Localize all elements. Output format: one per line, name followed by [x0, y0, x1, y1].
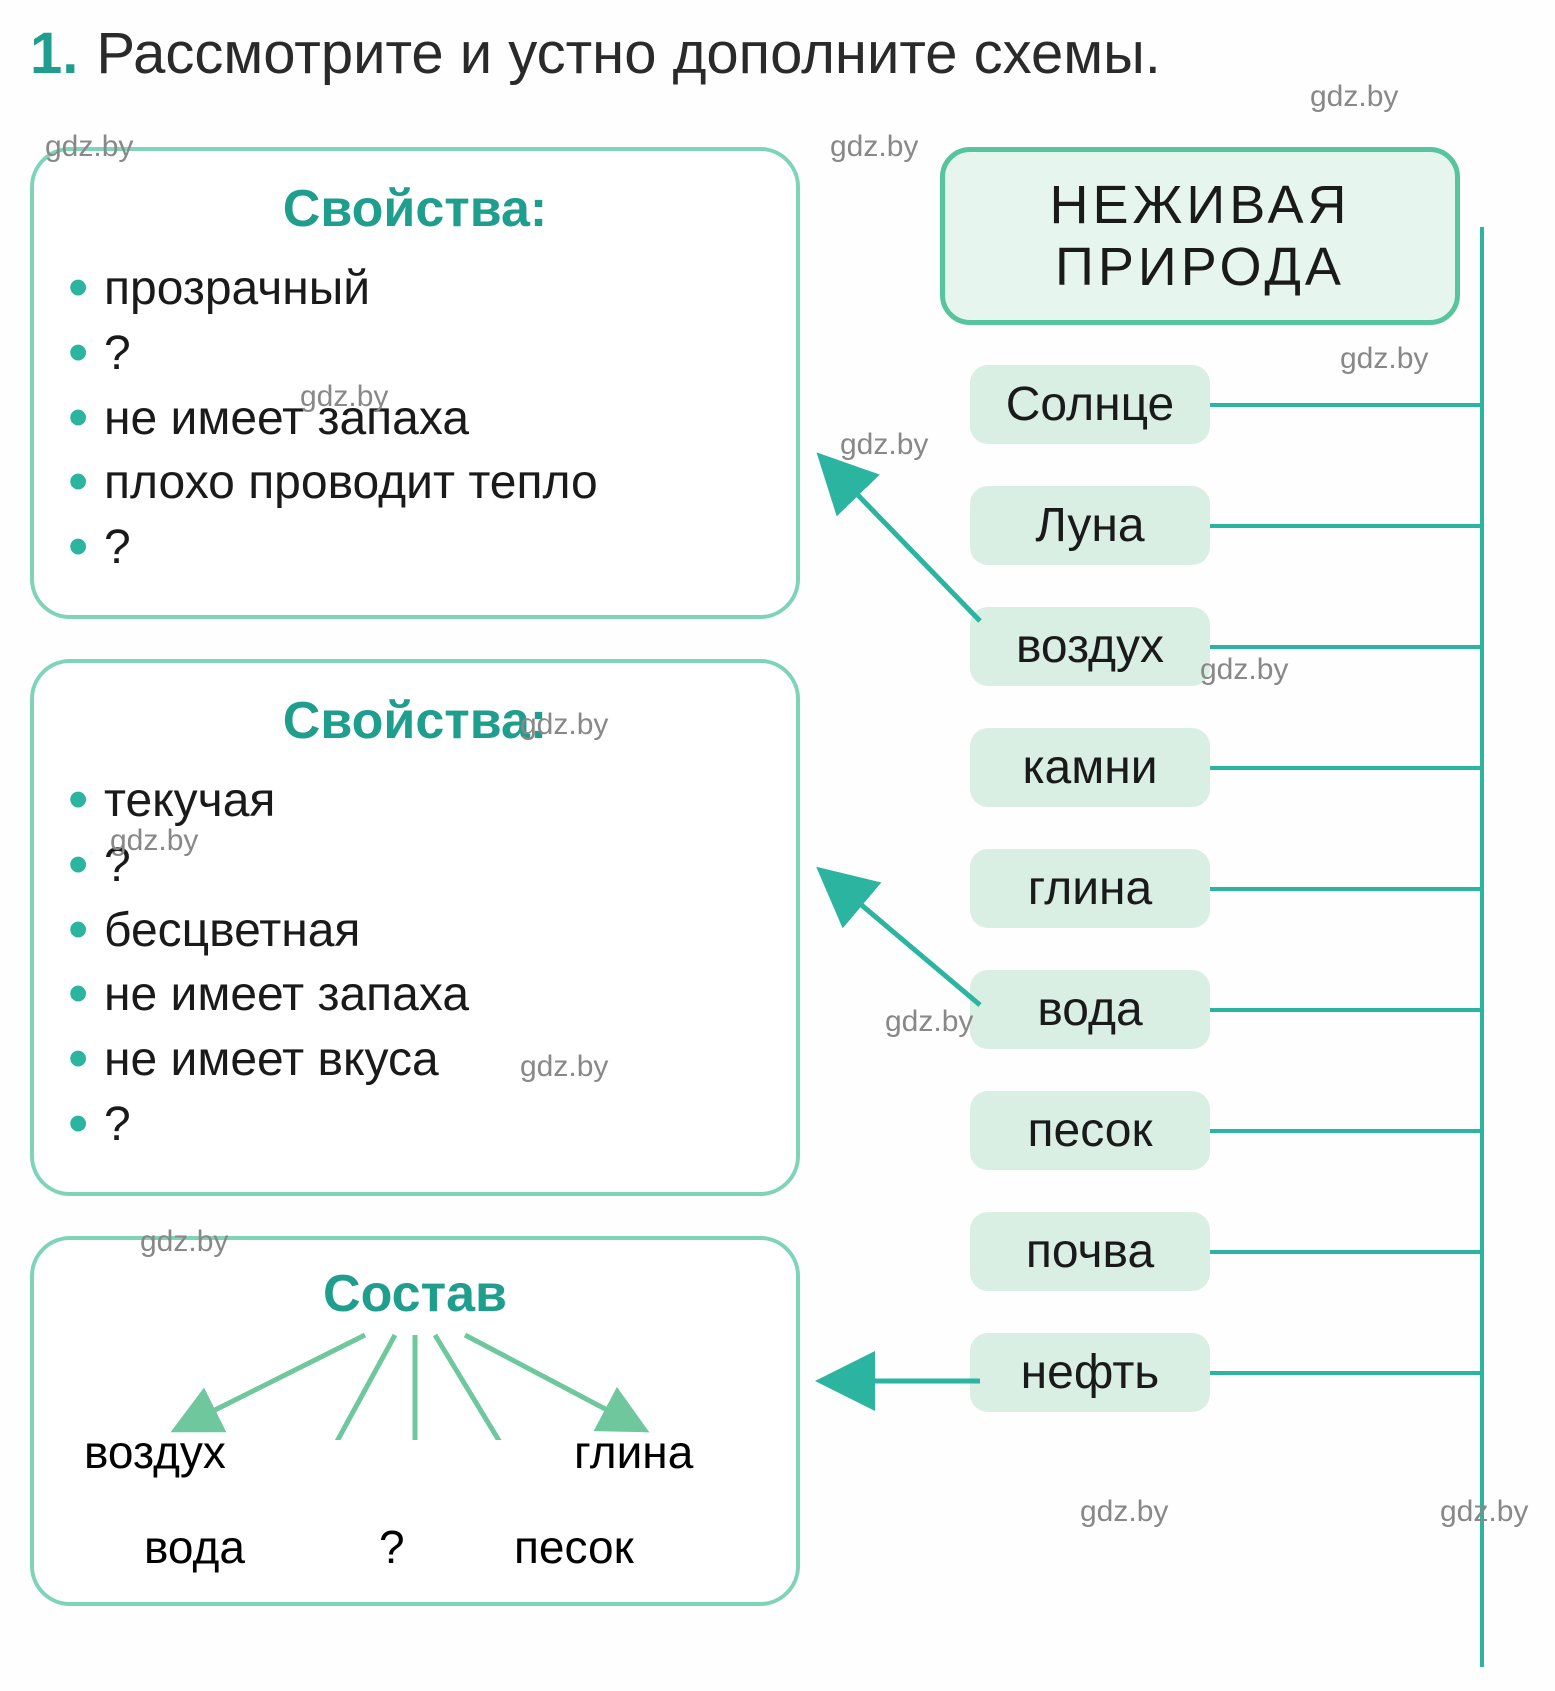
watermark: gdz.by — [45, 130, 133, 164]
list-item: бесцветная — [68, 899, 762, 964]
compose-word: песок — [514, 1520, 634, 1574]
watermark: gdz.by — [1080, 1495, 1168, 1529]
watermark: gdz.by — [1310, 80, 1398, 114]
item-connector — [1210, 524, 1484, 528]
item-row: песок — [850, 1091, 1490, 1212]
item-row: воздух — [850, 607, 1490, 728]
item-connector — [1210, 766, 1484, 770]
nature-item-card: глина — [970, 849, 1210, 928]
title-text: Рассмотрите и устно дополните схемы. — [96, 20, 1161, 87]
title-number: 1. — [30, 20, 78, 87]
item-connector — [1210, 1129, 1484, 1133]
list-item: прозрачный — [68, 257, 762, 322]
nature-item-card: нефть — [970, 1333, 1210, 1412]
composition-arrows — [65, 1330, 765, 1440]
item-row: Солнце — [850, 365, 1490, 486]
item-row: нефть — [850, 1333, 1490, 1454]
nature-item-card: песок — [970, 1091, 1210, 1170]
watermark: gdz.by — [830, 130, 918, 164]
list-item: не имеет вкуса — [68, 1028, 762, 1093]
list-item: ? — [68, 322, 762, 387]
compose-word: вода — [144, 1520, 245, 1574]
item-row: Луна — [850, 486, 1490, 607]
box1-title: Свойства: — [68, 179, 762, 239]
watermark: gdz.by — [520, 1050, 608, 1084]
item-connector — [1210, 1250, 1484, 1254]
item-row: камни — [850, 728, 1490, 849]
nature-item-card: почва — [970, 1212, 1210, 1291]
compose-word: ? — [379, 1520, 405, 1574]
main-card-line2: ПРИРОДА — [981, 236, 1419, 298]
item-connector — [1210, 887, 1484, 891]
watermark: gdz.by — [885, 1005, 973, 1039]
item-connector — [1210, 1008, 1484, 1012]
properties-box-2: Свойства: текучая ? бесцветная не имеет … — [30, 659, 800, 1196]
items-container: Солнце Луна воздух камни глина вода песок почва… — [850, 365, 1490, 1454]
nature-item-card: камни — [970, 728, 1210, 807]
compose-word: воздух — [84, 1425, 226, 1479]
box2-title: Свойства: — [68, 691, 762, 751]
main-card-line1: НЕЖИВАЯ — [981, 174, 1419, 236]
item-connector — [1210, 403, 1484, 407]
list-item: ? — [68, 516, 762, 581]
list-item: не имеет запаха — [68, 387, 762, 452]
watermark: gdz.by — [1200, 653, 1288, 687]
exercise-title: 1. Рассмотрите и устно дополните схемы. — [30, 20, 1525, 87]
watermark: gdz.by — [520, 708, 608, 742]
box3-title: Состав — [62, 1264, 768, 1324]
watermark: gdz.by — [110, 824, 198, 858]
properties-box-1: Свойства: прозрачный ? не имеет запаха п… — [30, 147, 800, 619]
list-item: плохо проводит тепло — [68, 451, 762, 516]
main-layout: Свойства: прозрачный ? не имеет запаха п… — [30, 147, 1525, 1606]
nature-item-card: Солнце — [970, 365, 1210, 444]
compose-word: глина — [574, 1425, 693, 1479]
list-item: ? — [68, 1093, 762, 1158]
list-item: не имеет запаха — [68, 963, 762, 1028]
item-row: почва — [850, 1212, 1490, 1333]
left-column: Свойства: прозрачный ? не имеет запаха п… — [30, 147, 800, 1606]
item-connector — [1210, 1371, 1484, 1375]
watermark: gdz.by — [140, 1225, 228, 1259]
item-connector — [1210, 645, 1484, 649]
nature-item-card: вода — [970, 970, 1210, 1049]
nature-item-card: Луна — [970, 486, 1210, 565]
nature-item-card: воздух — [970, 607, 1210, 686]
box1-list: прозрачный ? не имеет запаха плохо прово… — [68, 257, 762, 581]
main-category-card: НЕЖИВАЯ ПРИРОДА — [940, 147, 1460, 325]
composition-box: Состав воздух глина вода ? песок — [30, 1236, 800, 1606]
watermark: gdz.by — [840, 428, 928, 462]
watermark: gdz.by — [1340, 342, 1428, 376]
item-row: глина — [850, 849, 1490, 970]
watermark: gdz.by — [300, 380, 388, 414]
watermark: gdz.by — [1440, 1495, 1528, 1529]
